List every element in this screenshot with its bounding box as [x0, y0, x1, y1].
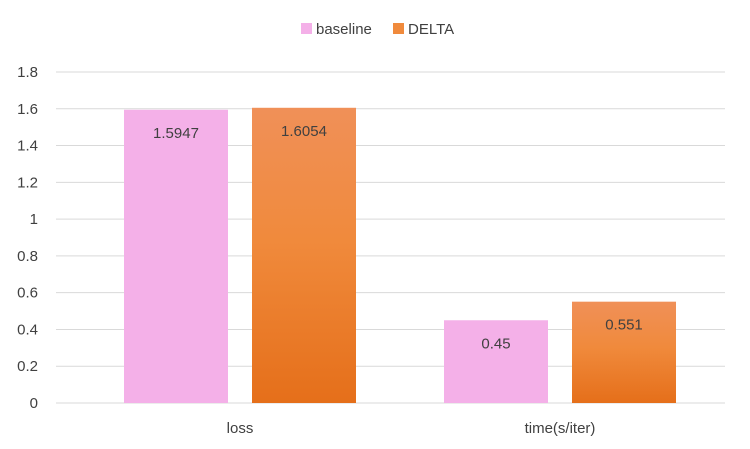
- bars: 1.5947 0.45 1.6054 0.551: [124, 107, 676, 404]
- legend-swatch-baseline: [301, 23, 312, 34]
- y-tick-label: 0.4: [17, 321, 38, 338]
- bar-baseline-loss: [124, 109, 228, 404]
- bar-delta-loss: [252, 107, 356, 403]
- y-tick-label: 0.8: [17, 248, 38, 265]
- data-label: 1.5947: [153, 125, 199, 142]
- x-axis-categories: loss time(s/iter): [227, 420, 596, 437]
- data-label: 0.551: [605, 317, 643, 334]
- y-tick-label: 1.6: [17, 101, 38, 118]
- data-label: 0.45: [481, 335, 510, 352]
- legend: baseline DELTA: [301, 21, 454, 38]
- y-tick-label: 0.6: [17, 285, 38, 302]
- legend-label-delta: DELTA: [408, 21, 454, 38]
- y-tick-label: 1.8: [17, 64, 38, 81]
- legend-label-baseline: baseline: [316, 21, 372, 38]
- data-label: 1.6054: [281, 123, 327, 140]
- x-category-label: loss: [227, 420, 254, 437]
- y-tick-label: 1.4: [17, 138, 38, 155]
- y-tick-label: 1.2: [17, 174, 38, 191]
- y-axis-ticks: 0 0.2 0.4 0.6 0.8 1 1.2 1.4 1.6 1.8: [17, 64, 38, 412]
- bar-baseline-timesiter: [444, 320, 548, 403]
- y-tick-label: 0: [30, 395, 38, 412]
- bar-delta-timesiter: [572, 301, 676, 403]
- legend-swatch-delta: [393, 23, 404, 34]
- x-category-label: time(s/iter): [525, 420, 596, 437]
- y-tick-label: 0.2: [17, 358, 38, 375]
- y-tick-label: 1: [30, 211, 38, 228]
